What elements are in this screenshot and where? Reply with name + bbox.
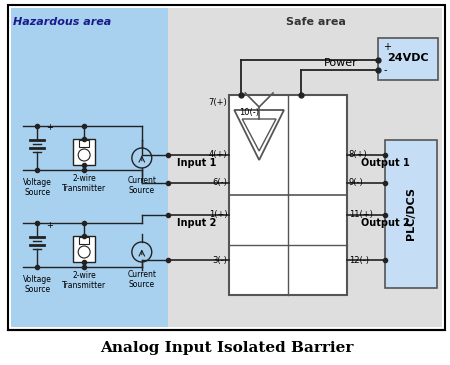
Text: 1(+): 1(+) [209,211,227,219]
Text: Voltage
Source: Voltage Source [23,275,52,295]
Text: Output 1: Output 1 [360,158,410,168]
Text: Hazardous area: Hazardous area [13,17,112,27]
Text: 2-wire
Transmitter: 2-wire Transmitter [62,271,106,291]
Bar [11,8,168,327]
Bar [8,5,445,330]
Text: 4(+): 4(+) [209,150,227,160]
Bar [73,236,95,262]
Text: Output 2: Output 2 [360,218,410,228]
Text: 8(+): 8(+) [349,150,367,160]
Text: 10(-): 10(-) [239,108,259,118]
Text: 7(+): 7(+) [208,99,227,108]
Text: 9(-): 9(-) [349,178,363,188]
Text: 6(-): 6(-) [212,178,227,188]
Text: +: + [46,123,53,132]
Text: 24VDC: 24VDC [387,53,429,63]
Bar [79,140,89,147]
Text: +: + [383,42,392,52]
Text: -: - [383,65,387,75]
Text: Input 2: Input 2 [177,218,216,228]
Text: PLC/DCS: PLC/DCS [406,188,416,241]
Text: Analog Input Isolated Barrier: Analog Input Isolated Barrier [99,341,353,355]
Text: Current
Source: Current Source [127,176,156,195]
Text: Input 1: Input 1 [177,158,216,168]
Text: Safe area: Safe area [286,17,346,27]
Bar [168,8,442,327]
Text: +: + [46,220,53,230]
Text: Voltage
Source: Voltage Source [23,178,52,197]
Bar [378,38,438,80]
Bar [73,139,95,165]
Text: Current
Source: Current Source [127,270,156,289]
Text: 2-wire
Transmitter: 2-wire Transmitter [62,174,106,193]
Text: Power: Power [324,58,357,68]
Text: 11(+): 11(+) [349,211,373,219]
Text: 3(-): 3(-) [212,255,227,265]
Text: 12(-): 12(-) [349,255,369,265]
Bar [79,237,89,244]
Bar [230,95,346,295]
Bar [385,140,437,288]
